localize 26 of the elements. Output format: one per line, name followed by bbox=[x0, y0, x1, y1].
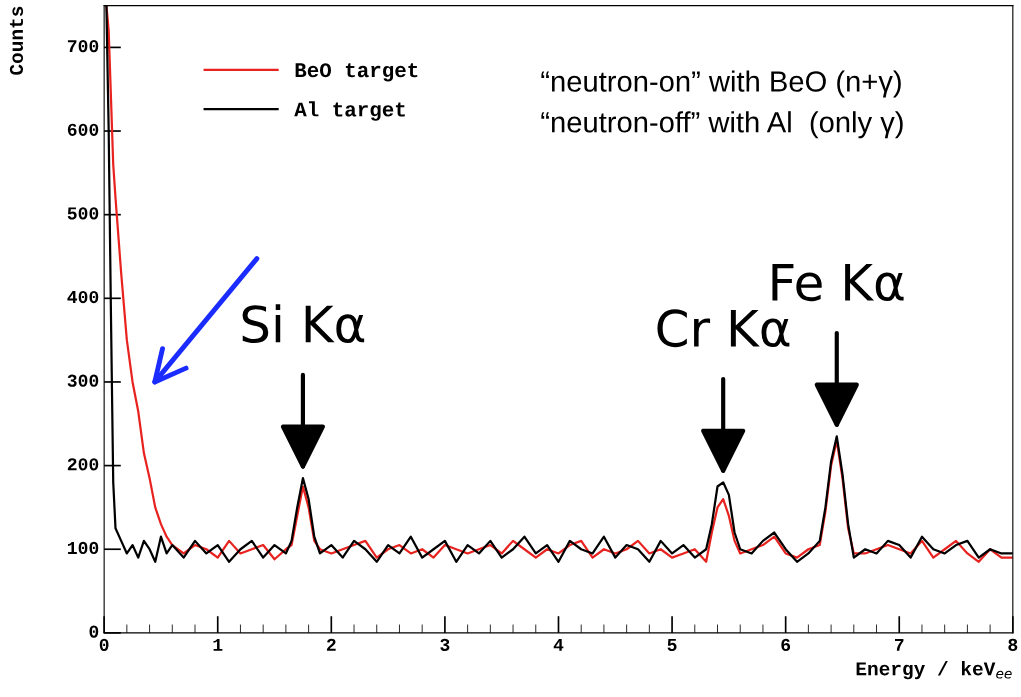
y-tick-label: 200 bbox=[67, 458, 99, 471]
y-tick-label: 400 bbox=[67, 290, 99, 304]
x-tick-label: 0 bbox=[99, 638, 109, 651]
y-tick-label: 100 bbox=[67, 541, 99, 555]
x-tick-label: 6 bbox=[781, 638, 791, 651]
annotation: Fe Kα bbox=[772, 264, 904, 302]
annotation: “neutron-off” with Al (only γ) bbox=[541, 111, 903, 139]
legend-label: Al target bbox=[294, 101, 405, 121]
y-tick-label: 500 bbox=[67, 207, 99, 220]
x-tick-label: 3 bbox=[440, 638, 450, 652]
y-tick-label: 600 bbox=[67, 123, 99, 136]
x-tick-label: 2 bbox=[326, 638, 336, 651]
x-tick-label: 5 bbox=[667, 638, 677, 651]
x-tick-label: 4 bbox=[553, 638, 564, 651]
x-axis-title: Energy / keV$_{ee}$ bbox=[856, 661, 1012, 680]
x-tick-label: 7 bbox=[894, 638, 904, 651]
annotation: Si Kα bbox=[242, 304, 365, 343]
y-axis-title: Counts bbox=[9, 6, 24, 75]
x-tick-label: 1 bbox=[213, 638, 223, 651]
y-tick-label: 300 bbox=[67, 374, 99, 387]
legend-label: BeO target bbox=[295, 63, 418, 82]
annotation: “neutron-on” with BeO (n+γ) bbox=[541, 70, 901, 98]
x-tick-label: 8 bbox=[1008, 638, 1018, 651]
y-tick-label: 700 bbox=[67, 39, 99, 53]
annotation: Cr Kα bbox=[657, 309, 790, 348]
y-tick-label: 0 bbox=[89, 625, 99, 638]
